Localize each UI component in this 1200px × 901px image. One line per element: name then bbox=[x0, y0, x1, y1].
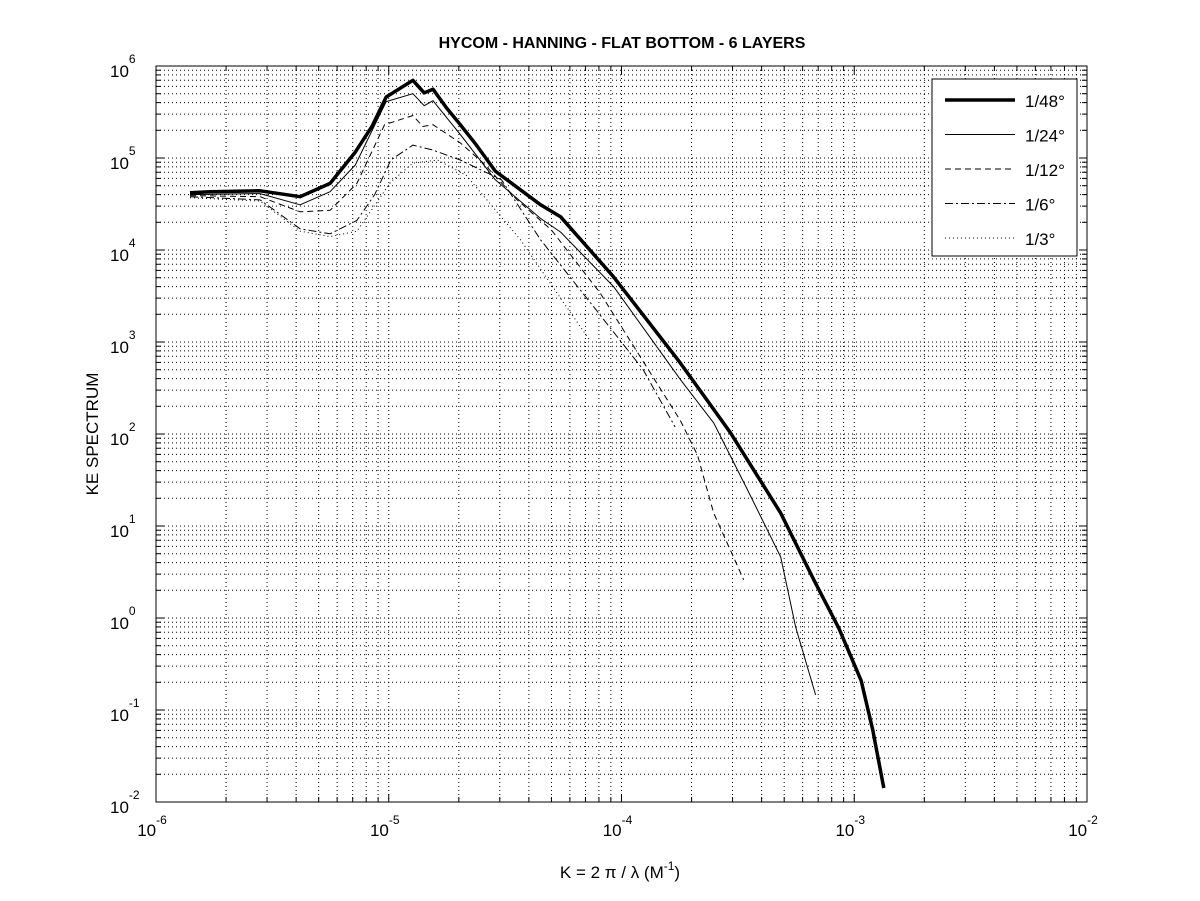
legend-label: 1/3° bbox=[1025, 230, 1055, 249]
y-tick-label: 104 bbox=[110, 236, 136, 265]
y-tick-exponent: -2 bbox=[129, 788, 140, 802]
x-tick-exponent: -6 bbox=[156, 813, 167, 827]
y-tick-label: 105 bbox=[110, 144, 136, 173]
chart-title: HYCOM - HANNING - FLAT BOTTOM - 6 LAYERS bbox=[439, 35, 806, 52]
grid bbox=[156, 66, 1087, 802]
series-group bbox=[189, 78, 886, 789]
legend-label: 1/6° bbox=[1025, 196, 1055, 215]
y-tick-label: 101 bbox=[110, 512, 136, 541]
y-tick-label: 10-2 bbox=[110, 788, 140, 817]
x-axis-label-superscript: -1 bbox=[664, 859, 675, 873]
y-tick-label: 102 bbox=[110, 420, 136, 449]
y-tick-exponent: 4 bbox=[129, 236, 136, 250]
y-tick-base: 10 bbox=[110, 706, 129, 725]
x-tick-exponent: -4 bbox=[622, 813, 633, 827]
plot-frame bbox=[155, 65, 1088, 803]
x-tick-label: 10-3 bbox=[835, 813, 865, 840]
y-tick-base: 10 bbox=[110, 430, 129, 449]
legend-label: 1/12° bbox=[1025, 161, 1065, 180]
x-axis-label-text: K = 2 π / λ (M bbox=[560, 863, 664, 882]
y-tick-base: 10 bbox=[110, 798, 129, 817]
y-tick-exponent: 0 bbox=[129, 604, 136, 618]
x-tick-label: 10-5 bbox=[370, 813, 400, 840]
legend: 1/48° 1/24° 1/12° 1/6° 1/3° bbox=[931, 78, 1078, 257]
x-tick-base: 10 bbox=[370, 821, 389, 840]
y-tick-exponent: 2 bbox=[129, 420, 136, 434]
y-tick-base: 10 bbox=[110, 62, 129, 81]
y-tick-base: 10 bbox=[110, 246, 129, 265]
x-axis-label: K = 2 π / λ (M-1) bbox=[560, 859, 680, 882]
x-tick-exponent: -2 bbox=[1087, 813, 1098, 827]
y-tick-exponent: 1 bbox=[129, 512, 136, 526]
x-tick-base: 10 bbox=[137, 821, 156, 840]
x-tick-exponent: -3 bbox=[854, 813, 865, 827]
y-tick-label: 10-1 bbox=[110, 696, 140, 725]
y-tick-exponent: 3 bbox=[129, 328, 136, 342]
x-tick-label: 10-6 bbox=[137, 813, 167, 840]
y-tick-exponent: 6 bbox=[129, 52, 136, 66]
x-tick-base: 10 bbox=[1068, 821, 1087, 840]
y-tick-base: 10 bbox=[110, 522, 129, 541]
x-tick-base: 10 bbox=[835, 821, 854, 840]
y-axis-label: KE SPECTRUM bbox=[83, 373, 102, 496]
series-line-1 bbox=[189, 78, 886, 789]
y-tick-exponent: 5 bbox=[129, 144, 136, 158]
y-tick-base: 10 bbox=[110, 154, 129, 173]
series-line-2 bbox=[189, 93, 817, 696]
y-tick-label: 106 bbox=[110, 52, 136, 81]
series-line-5 bbox=[189, 159, 591, 341]
y-tick-label: 100 bbox=[110, 604, 136, 633]
x-axis-label-end: ) bbox=[674, 863, 680, 882]
y-tick-base: 10 bbox=[110, 338, 129, 357]
y-tick-label: 103 bbox=[110, 328, 136, 357]
legend-label: 1/24° bbox=[1025, 127, 1065, 146]
x-tick-exponent: -5 bbox=[389, 813, 400, 827]
axes: 10-610-510-410-310-210-210-1100101102103… bbox=[110, 52, 1098, 840]
y-tick-exponent: -1 bbox=[129, 696, 140, 710]
x-tick-label: 10-4 bbox=[603, 813, 633, 840]
y-tick-base: 10 bbox=[110, 614, 129, 633]
x-tick-label: 10-2 bbox=[1068, 813, 1098, 840]
series-line-4 bbox=[189, 144, 676, 428]
legend-box bbox=[931, 78, 1078, 257]
legend-label: 1/48° bbox=[1025, 92, 1065, 111]
x-tick-base: 10 bbox=[603, 821, 622, 840]
